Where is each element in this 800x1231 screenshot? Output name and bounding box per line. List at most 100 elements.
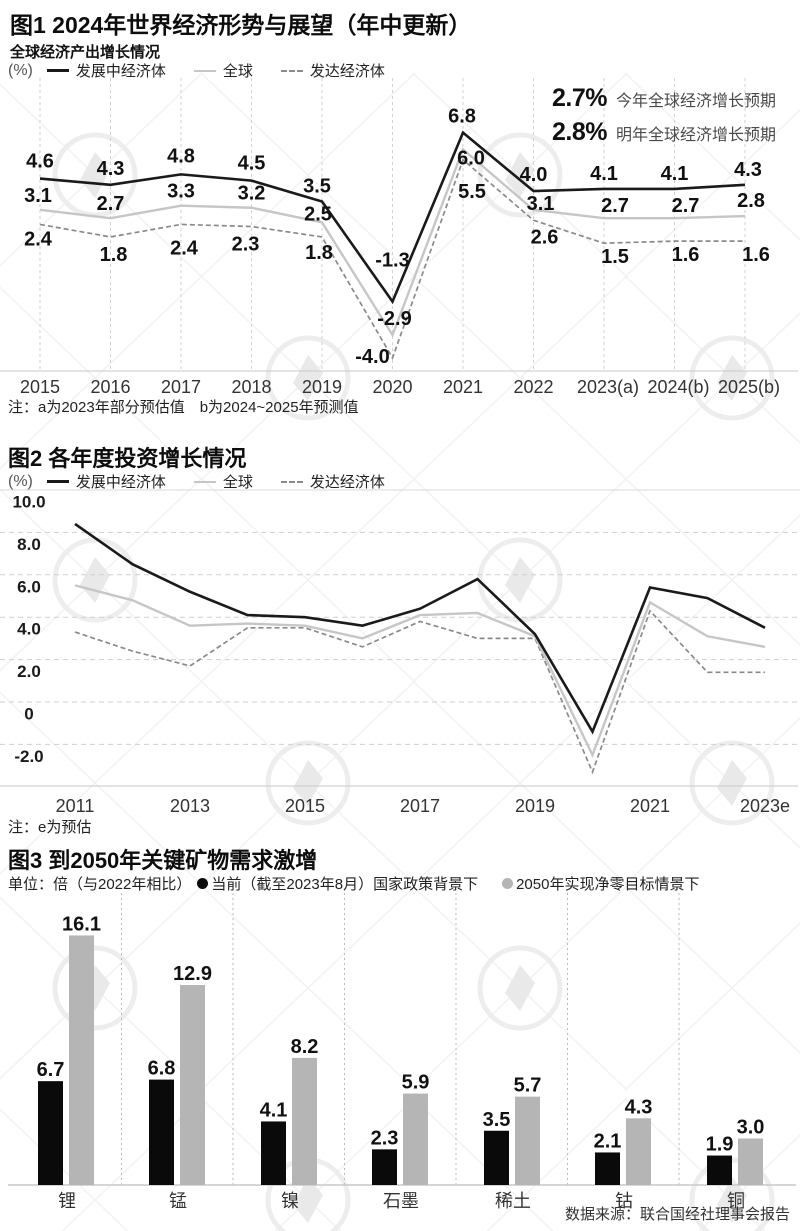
bar-netzero — [738, 1138, 763, 1185]
data-label: 1.5 — [601, 246, 629, 268]
bar-netzero — [292, 1057, 317, 1185]
solid-black-line-marker-icon — [46, 480, 69, 483]
axis-tick-label: 2019 — [302, 377, 342, 397]
axis-tick-label: 稀土 — [495, 1191, 531, 1211]
legend-label-global: 全球 — [222, 474, 253, 491]
watermark-diagonal — [412, 680, 628, 886]
watermark-diagonal — [624, 477, 800, 646]
legend-item-developing: 发展中经济体 — [46, 60, 166, 81]
fig3-legend: 单位：倍（与2022年相比） 当前（截至2023年8月）国家政策背景下 2050… — [8, 873, 699, 894]
legend-label-current-policy: 当前（截至2023年8月）国家政策背景下 — [211, 876, 479, 893]
axis-tick-label: 钴 — [615, 1191, 633, 1211]
data-label: 1.6 — [672, 244, 700, 266]
data-label: 12.9 — [173, 963, 212, 985]
data-label: 4.0 — [520, 164, 548, 186]
solid-gray-line-marker-icon — [193, 69, 216, 72]
legend-label-global: 全球 — [222, 63, 253, 80]
watermark-diagonal — [200, 72, 416, 278]
annotation-label: 今年全球经济增长预期 — [615, 93, 776, 110]
fig1-plot: 4.6 4.3 4.8 4.5 3.5 -1.3 6.8 4.0 4.1 4.1 4.3 3.1 2.7… — [0, 78, 798, 397]
watermark-logo-icon — [265, 740, 351, 826]
fig2-note: 注：e为预估 — [8, 819, 92, 836]
legend-label-developing: 发展中经济体 — [75, 63, 166, 80]
data-label: 4.5 — [238, 153, 266, 175]
data-label: 3.3 — [167, 181, 195, 203]
watermark-diagonal — [200, 477, 416, 683]
fig2-unit-label: (%) — [8, 472, 33, 490]
data-label: 2.8 — [737, 190, 765, 212]
watermark-logo-icon — [265, 335, 351, 421]
fig2-plot: 10.0 8.0 6.0 4.0 2.0 0 -2.0 2011 2013 2015 2017 201… — [0, 489, 800, 816]
fig1-annotations: 2.7% 今年全球经济增长预期 2.8% 明年全球经济增长预期 — [552, 84, 776, 152]
legend-item-developed: 发达经济体 — [280, 471, 385, 492]
series-line-2 — [39, 158, 745, 360]
legend-item-developed: 发达经济体 — [280, 60, 385, 81]
data-label: 2.4 — [170, 237, 199, 259]
axis-tick-label: 2021 — [443, 377, 483, 397]
annotation-value: 2.7% — [552, 84, 607, 112]
data-label: 3.5 — [483, 1109, 511, 1131]
data-label: 2.6 — [531, 226, 559, 248]
fig1-subtitle: 全球经济产出增长情况 — [10, 44, 161, 61]
fig3-title: 图3 到2050年关键矿物需求激增 — [8, 848, 318, 873]
bar-current — [484, 1130, 509, 1185]
data-label: 3.1 — [527, 193, 555, 215]
fig1-unit-label: (%) — [8, 61, 33, 79]
data-source: 数据来源：联合国经社理事会报告 — [564, 1206, 790, 1223]
fig2-title: 图2 各年度投资增长情况 — [8, 446, 247, 471]
data-label: 1.9 — [706, 1134, 734, 1156]
data-label: 3.1 — [24, 185, 52, 207]
data-label: 8.2 — [291, 1036, 319, 1058]
watermark-logo-icon — [52, 537, 138, 623]
axis-tick-label: 2015 — [20, 377, 60, 397]
axis-tick-label: 2016 — [90, 377, 130, 397]
series-line-2 — [74, 609, 765, 775]
axis-tick-label: 锂 — [58, 1191, 76, 1211]
data-label: 2.5 — [304, 203, 332, 225]
data-label: 4.3 — [97, 158, 125, 180]
watermark-diagonal — [200, 885, 416, 1091]
axis-tick-label: 镍 — [281, 1191, 299, 1211]
annotation-this-year: 2.7% 今年全球经济增长预期 — [552, 84, 776, 113]
watermark-diagonal — [0, 275, 203, 470]
axis-tick-label: 石墨 — [383, 1191, 419, 1211]
watermark-diagonal — [624, 885, 800, 1054]
axis-tick-label: -2.0 — [14, 747, 43, 766]
data-label: 6.8 — [148, 1058, 176, 1080]
data-label: -1.3 — [375, 250, 409, 272]
legend-label-developing: 发展中经济体 — [75, 474, 166, 491]
legend-label-developed: 发达经济体 — [309, 63, 385, 80]
dashed-line-marker-icon — [280, 480, 303, 483]
axis-tick-label: 2020 — [372, 377, 412, 397]
watermark-logo-icon — [52, 945, 138, 1031]
data-label: 4.8 — [167, 145, 195, 167]
watermark-logo-icon — [80, 557, 110, 603]
watermark-logo-icon — [293, 1177, 323, 1223]
axis-tick-label: 2025(b) — [718, 377, 780, 397]
data-label: 6.7 — [37, 1059, 65, 1081]
axis-tick-label: 2023e — [740, 796, 790, 816]
bar-current — [38, 1081, 63, 1185]
axis-tick-label: 2019 — [515, 796, 555, 816]
axis-tick-label: 铜 — [727, 1191, 745, 1211]
data-label: 2.3 — [371, 1127, 399, 1149]
data-label: 4.3 — [625, 1096, 653, 1118]
data-label: 3.2 — [238, 183, 266, 205]
data-label: 5.9 — [402, 1072, 430, 1094]
gray-dot-marker-icon — [502, 878, 514, 889]
data-label: 4.1 — [661, 163, 689, 185]
axis-tick-label: 2018 — [231, 377, 271, 397]
data-label: 3.0 — [737, 1117, 765, 1139]
fig2-legend: (%) 发展中经济体 全球 发达经济体 — [8, 471, 385, 492]
bar-current — [707, 1155, 732, 1185]
data-label: 2.1 — [594, 1130, 622, 1152]
data-label: -4.0 — [355, 346, 389, 368]
watermark-logo-icon — [717, 355, 747, 401]
legend-label-netzero-2050: 2050年实现净零目标情景下 — [516, 876, 700, 893]
watermark-diagonal — [624, 109, 800, 278]
annotation-label: 明年全球经济增长预期 — [615, 127, 776, 144]
watermark-logo-icon — [293, 760, 323, 806]
legend-label-developed: 发达经济体 — [309, 474, 385, 491]
fig1-legend: (%) 发展中经济体 全球 发达经济体 — [8, 60, 385, 81]
